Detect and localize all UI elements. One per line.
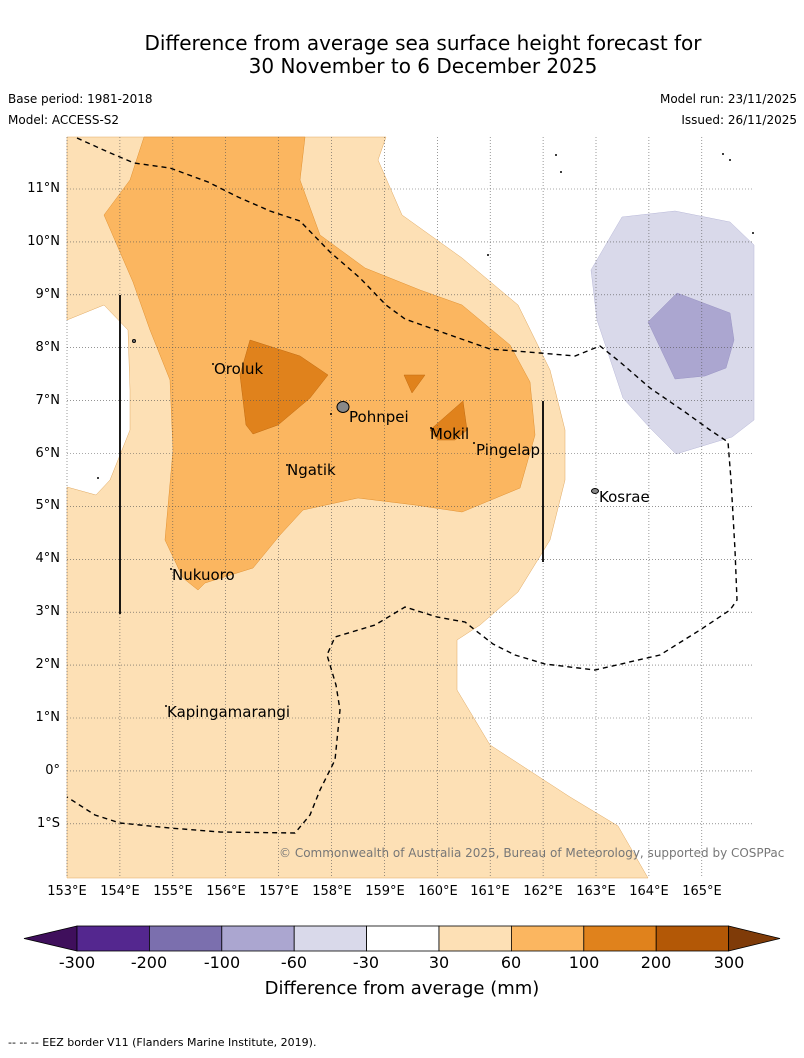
- colorbar-tick-label: -200: [130, 953, 168, 972]
- lat-label: 7°N: [35, 393, 61, 408]
- graticule: [66, 137, 754, 878]
- lat-label: 2°N: [35, 657, 61, 672]
- model-run: Model run: 23/11/2025: [659, 92, 797, 106]
- colorbar-segment: [293, 925, 368, 952]
- model-name: Model: ACCESS-S2: [8, 113, 120, 127]
- lon-label: 162°E: [523, 884, 563, 899]
- lon-label: 155°E: [153, 884, 193, 899]
- lon-label: 156°E: [206, 884, 246, 899]
- lat-label: 11°N: [27, 181, 60, 196]
- colorbar-segment: [221, 925, 295, 952]
- lon-label: 153°E: [47, 884, 87, 899]
- colorbar-segment: [438, 925, 512, 952]
- colorbar-tick-label: 200: [640, 953, 672, 972]
- map-title: Difference from average sea surface heig…: [0, 32, 804, 78]
- eez-footnote: -- -- -- EEZ border V11 (Flanders Marine…: [8, 1036, 317, 1049]
- lon-label: 159°E: [365, 884, 405, 899]
- place-label-ngatik: Ngatik: [287, 461, 336, 479]
- colorbar-tick-label: -100: [203, 953, 241, 972]
- colorbar-segment: [510, 925, 585, 952]
- lat-label: 6°N: [35, 446, 61, 461]
- lat-label: 4°N: [35, 551, 61, 566]
- lon-label: 154°E: [100, 884, 140, 899]
- title-line-1: Difference from average sea surface heig…: [144, 31, 702, 55]
- contour-100-200-pohnpei-east: [403, 374, 426, 394]
- colorbar-segment: [655, 925, 730, 952]
- lon-label: 165°E: [682, 884, 722, 899]
- place-label-mokil: Mokil: [430, 425, 470, 443]
- place-label-pingelap: Pingelap: [476, 441, 541, 459]
- copyright-notice: © Commonwealth of Australia 2025, Bureau…: [279, 846, 785, 860]
- lat-label: 10°N: [27, 234, 60, 249]
- colorbar-tick-label: 60: [500, 953, 522, 972]
- kosrae-island: [591, 488, 599, 494]
- colorbar: [23, 925, 781, 952]
- lat-label: 9°N: [35, 287, 61, 302]
- pohnpei-island: [336, 401, 350, 413]
- colorbar-segment: [76, 925, 150, 952]
- colorbar-extend-high: [728, 925, 781, 952]
- place-label-oroluk: Oroluk: [214, 360, 264, 378]
- lon-label: 160°E: [418, 884, 458, 899]
- issued-date: Issued: 26/11/2025: [681, 113, 797, 127]
- colorbar-segment: [366, 925, 440, 952]
- lon-label: 164°E: [629, 884, 669, 899]
- place-label-kapingamarangi: Kapingamarangi: [167, 703, 291, 721]
- colorbar-tick-label: 100: [568, 953, 600, 972]
- lat-label: 8°N: [35, 340, 61, 355]
- lat-label: 1°N: [35, 710, 61, 725]
- colorbar-tick-label: -30: [352, 953, 380, 972]
- lon-label: 163°E: [576, 884, 616, 899]
- colorbar-tick-label: -60: [280, 953, 308, 972]
- colorbar-title: Difference from average (mm): [264, 978, 540, 999]
- colorbar-tick-label: 300: [713, 953, 745, 972]
- contour-100-200-oroluk: [239, 339, 329, 435]
- eez-border: [66, 137, 738, 834]
- colorbar-segment: [148, 925, 223, 952]
- place-label-kosrae: Kosrae: [599, 488, 650, 506]
- islands: [97, 153, 754, 707]
- lat-label: 5°N: [35, 498, 61, 513]
- lon-label: 161°E: [470, 884, 510, 899]
- lat-label: 0°: [45, 763, 60, 778]
- lat-label: 1°S: [36, 816, 60, 831]
- place-label-pohnpei: Pohnpei: [349, 408, 409, 426]
- base-period: Base period: 1981-2018: [8, 92, 153, 106]
- colorbar-extend-low: [23, 925, 78, 952]
- colorbar-tick-label: -300: [58, 953, 96, 972]
- lat-label: 3°N: [35, 604, 61, 619]
- contour-100-200-mokil: [429, 400, 468, 441]
- contour-60-100: [103, 136, 536, 591]
- colorbar-tick-label: 30: [428, 953, 450, 972]
- place-label-nukuoro: Nukuoro: [172, 566, 235, 584]
- contour-minus60-minus100: [647, 292, 735, 380]
- lon-label: 158°E: [312, 884, 352, 899]
- title-line-2: 30 November to 6 December 2025: [248, 54, 598, 78]
- lon-label: 157°E: [259, 884, 299, 899]
- colorbar-segment: [583, 925, 657, 952]
